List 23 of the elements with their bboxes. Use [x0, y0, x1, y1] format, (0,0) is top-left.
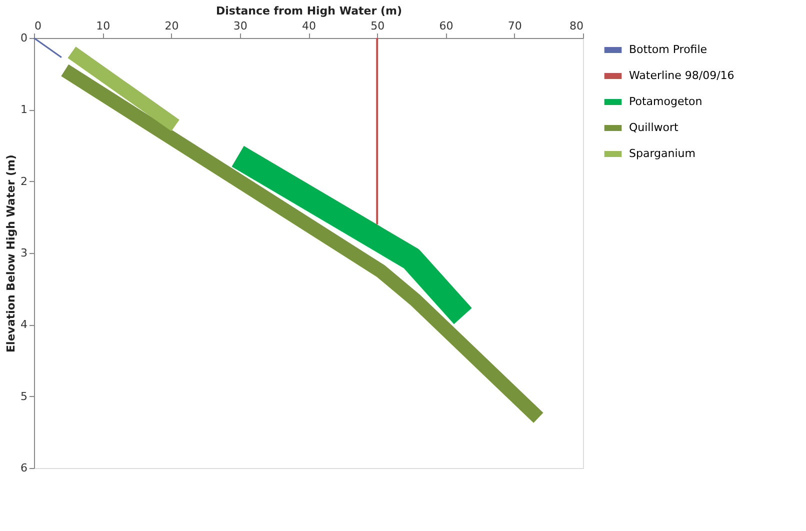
y-tick-label: 4	[20, 318, 28, 332]
x-tick-label: 80	[570, 20, 584, 32]
x-tick-label: 40	[302, 20, 316, 32]
y-tick-label: 3	[20, 246, 28, 260]
x-tick-label: 50	[370, 20, 385, 32]
x-tick-label: 20	[164, 20, 179, 32]
y-tick-label: 0	[20, 32, 28, 44]
y-tick-label: 5	[20, 390, 28, 403]
x-tick-label: 70	[508, 20, 522, 32]
y-tick-label: 2	[20, 174, 28, 188]
y-tick-label: 1	[20, 103, 28, 116]
legend-label: Potamogeton	[629, 95, 702, 108]
x-axis-title: Distance from High Water (m)	[216, 4, 402, 18]
legend-label: Bottom Profile	[629, 43, 708, 56]
legend-label: Quillwort	[629, 121, 680, 134]
x-tick-label: 0	[34, 20, 42, 32]
legend-label: Sparganium	[629, 147, 696, 160]
x-tick-label: 10	[96, 20, 110, 32]
y-axis-title: Elevation Below High Water (m)	[4, 154, 18, 352]
y-tick-label: 6	[20, 462, 28, 474]
legend-label: Waterline 98/09/16	[629, 69, 734, 82]
x-tick-label: 30	[233, 20, 248, 32]
x-tick-label: 60	[439, 20, 454, 32]
